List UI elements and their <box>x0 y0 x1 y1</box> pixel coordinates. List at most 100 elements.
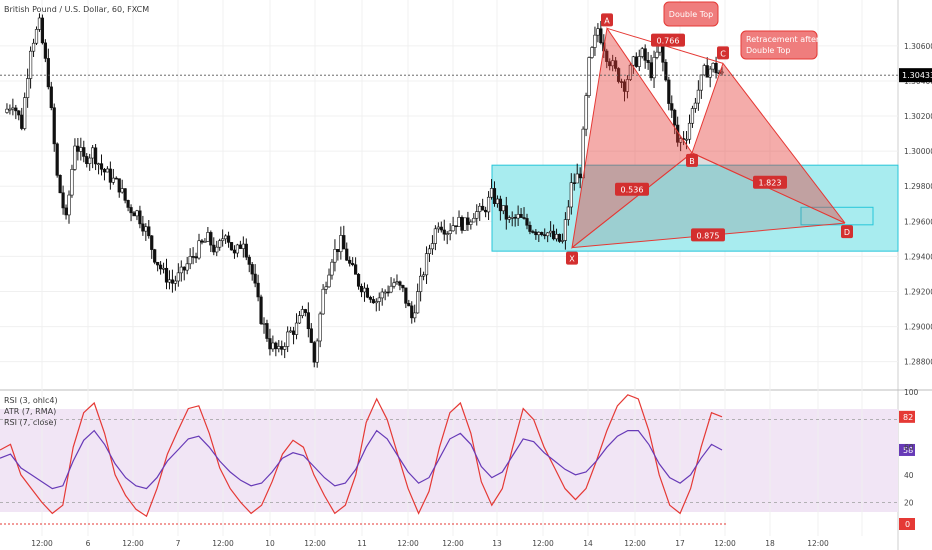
candle-body <box>690 108 695 124</box>
candle-body <box>711 63 715 70</box>
price-tick-label: 1.29600 <box>904 217 932 226</box>
legend-rsi-7: RSI (7, close) <box>4 418 57 427</box>
candle-body <box>359 286 364 293</box>
candle-body <box>91 147 95 159</box>
candle-body <box>46 58 50 88</box>
candle-body <box>365 287 370 298</box>
price-axis[interactable] <box>898 0 932 550</box>
candle-body <box>463 217 467 231</box>
candle-body <box>679 138 683 143</box>
candle-body <box>250 264 254 275</box>
candle-body <box>356 274 361 287</box>
point-X: X <box>569 255 575 264</box>
candle-body <box>271 342 275 350</box>
candle-body <box>404 287 408 304</box>
candle-body <box>312 342 316 363</box>
rsi-tick-label: 100 <box>904 388 919 397</box>
candle-body <box>132 212 136 217</box>
retracement-text-line1: Retracement after <box>746 35 820 44</box>
time-tick-label: 12:00 <box>212 539 234 548</box>
point-B: B <box>689 157 695 166</box>
candle-body <box>333 249 337 263</box>
candle-body <box>96 163 101 165</box>
candle-body <box>469 221 473 225</box>
candle-body <box>637 56 641 67</box>
candle-body <box>117 178 121 193</box>
candle-body <box>605 50 609 62</box>
candle-body <box>622 81 627 92</box>
candle-body <box>185 263 189 271</box>
candle-body <box>76 145 80 152</box>
rsi-tick-label: 40 <box>904 471 914 480</box>
time-tick-label: 12:00 <box>442 539 464 548</box>
candle-body <box>593 34 597 48</box>
price-tick-label: 1.29400 <box>904 252 932 261</box>
candle-body <box>546 232 550 237</box>
candle-body <box>64 207 68 216</box>
last-price-label: 1.30433 <box>902 71 932 80</box>
double-top-text: Double Top <box>669 10 713 19</box>
candle-body <box>206 232 210 242</box>
candle-body <box>540 232 544 235</box>
candle-body <box>708 68 712 78</box>
candle-body <box>492 188 497 204</box>
time-tick-label: 12:00 <box>714 539 736 548</box>
candle-body <box>303 309 307 313</box>
time-tick-label: 14 <box>583 539 593 548</box>
candle-body <box>563 219 567 241</box>
candle-body <box>238 244 242 249</box>
candle-body <box>262 323 266 325</box>
candle-body <box>188 256 192 265</box>
candle-body <box>646 60 650 63</box>
candle-body <box>49 86 53 109</box>
candle-body <box>324 286 328 290</box>
candle-body <box>714 63 718 74</box>
candlesticks <box>5 13 724 368</box>
rsi-value-tag <box>899 443 915 456</box>
candle-body <box>395 281 399 284</box>
retracement-callout <box>740 30 818 60</box>
candle-body <box>268 338 272 350</box>
candle-body <box>23 97 27 129</box>
time-tick-label: 18 <box>765 539 775 548</box>
candle-body <box>631 56 635 66</box>
candle-body <box>534 231 538 236</box>
candle-body <box>197 240 201 259</box>
candle-body <box>8 108 12 111</box>
candle-body <box>693 102 698 109</box>
candle-body <box>126 200 130 208</box>
candle-body <box>705 65 709 78</box>
price-tick-label: 1.30000 <box>904 147 932 156</box>
atr-value-tag <box>899 518 915 530</box>
point-A-box <box>601 13 613 27</box>
candle-body <box>484 209 488 213</box>
candle-body <box>625 79 630 92</box>
candle-body <box>413 312 417 319</box>
candle-body <box>560 240 565 242</box>
candle-body <box>640 48 644 57</box>
candle-body <box>386 291 390 294</box>
candle-body <box>129 207 133 214</box>
candle-body <box>61 192 65 209</box>
candle-body <box>466 217 470 225</box>
candle-body <box>401 285 405 289</box>
candle-body <box>229 242 234 251</box>
candle-body <box>297 315 302 324</box>
candle-body <box>241 243 245 249</box>
candle-body <box>599 28 603 44</box>
candle-body <box>153 249 157 263</box>
candle-body <box>371 299 375 304</box>
candle-body <box>138 210 142 225</box>
price-tick-label: 1.29200 <box>904 288 932 297</box>
candle-body <box>226 235 231 243</box>
price-tick-label: 1.28800 <box>904 358 932 367</box>
candle-body <box>348 259 352 264</box>
rsi-series-line <box>0 394 723 518</box>
candle-body <box>374 301 378 304</box>
candle-body <box>528 224 532 232</box>
candle-body <box>40 17 45 44</box>
candle-body <box>451 225 455 232</box>
candle-body <box>549 230 553 234</box>
candle-body <box>20 114 24 129</box>
